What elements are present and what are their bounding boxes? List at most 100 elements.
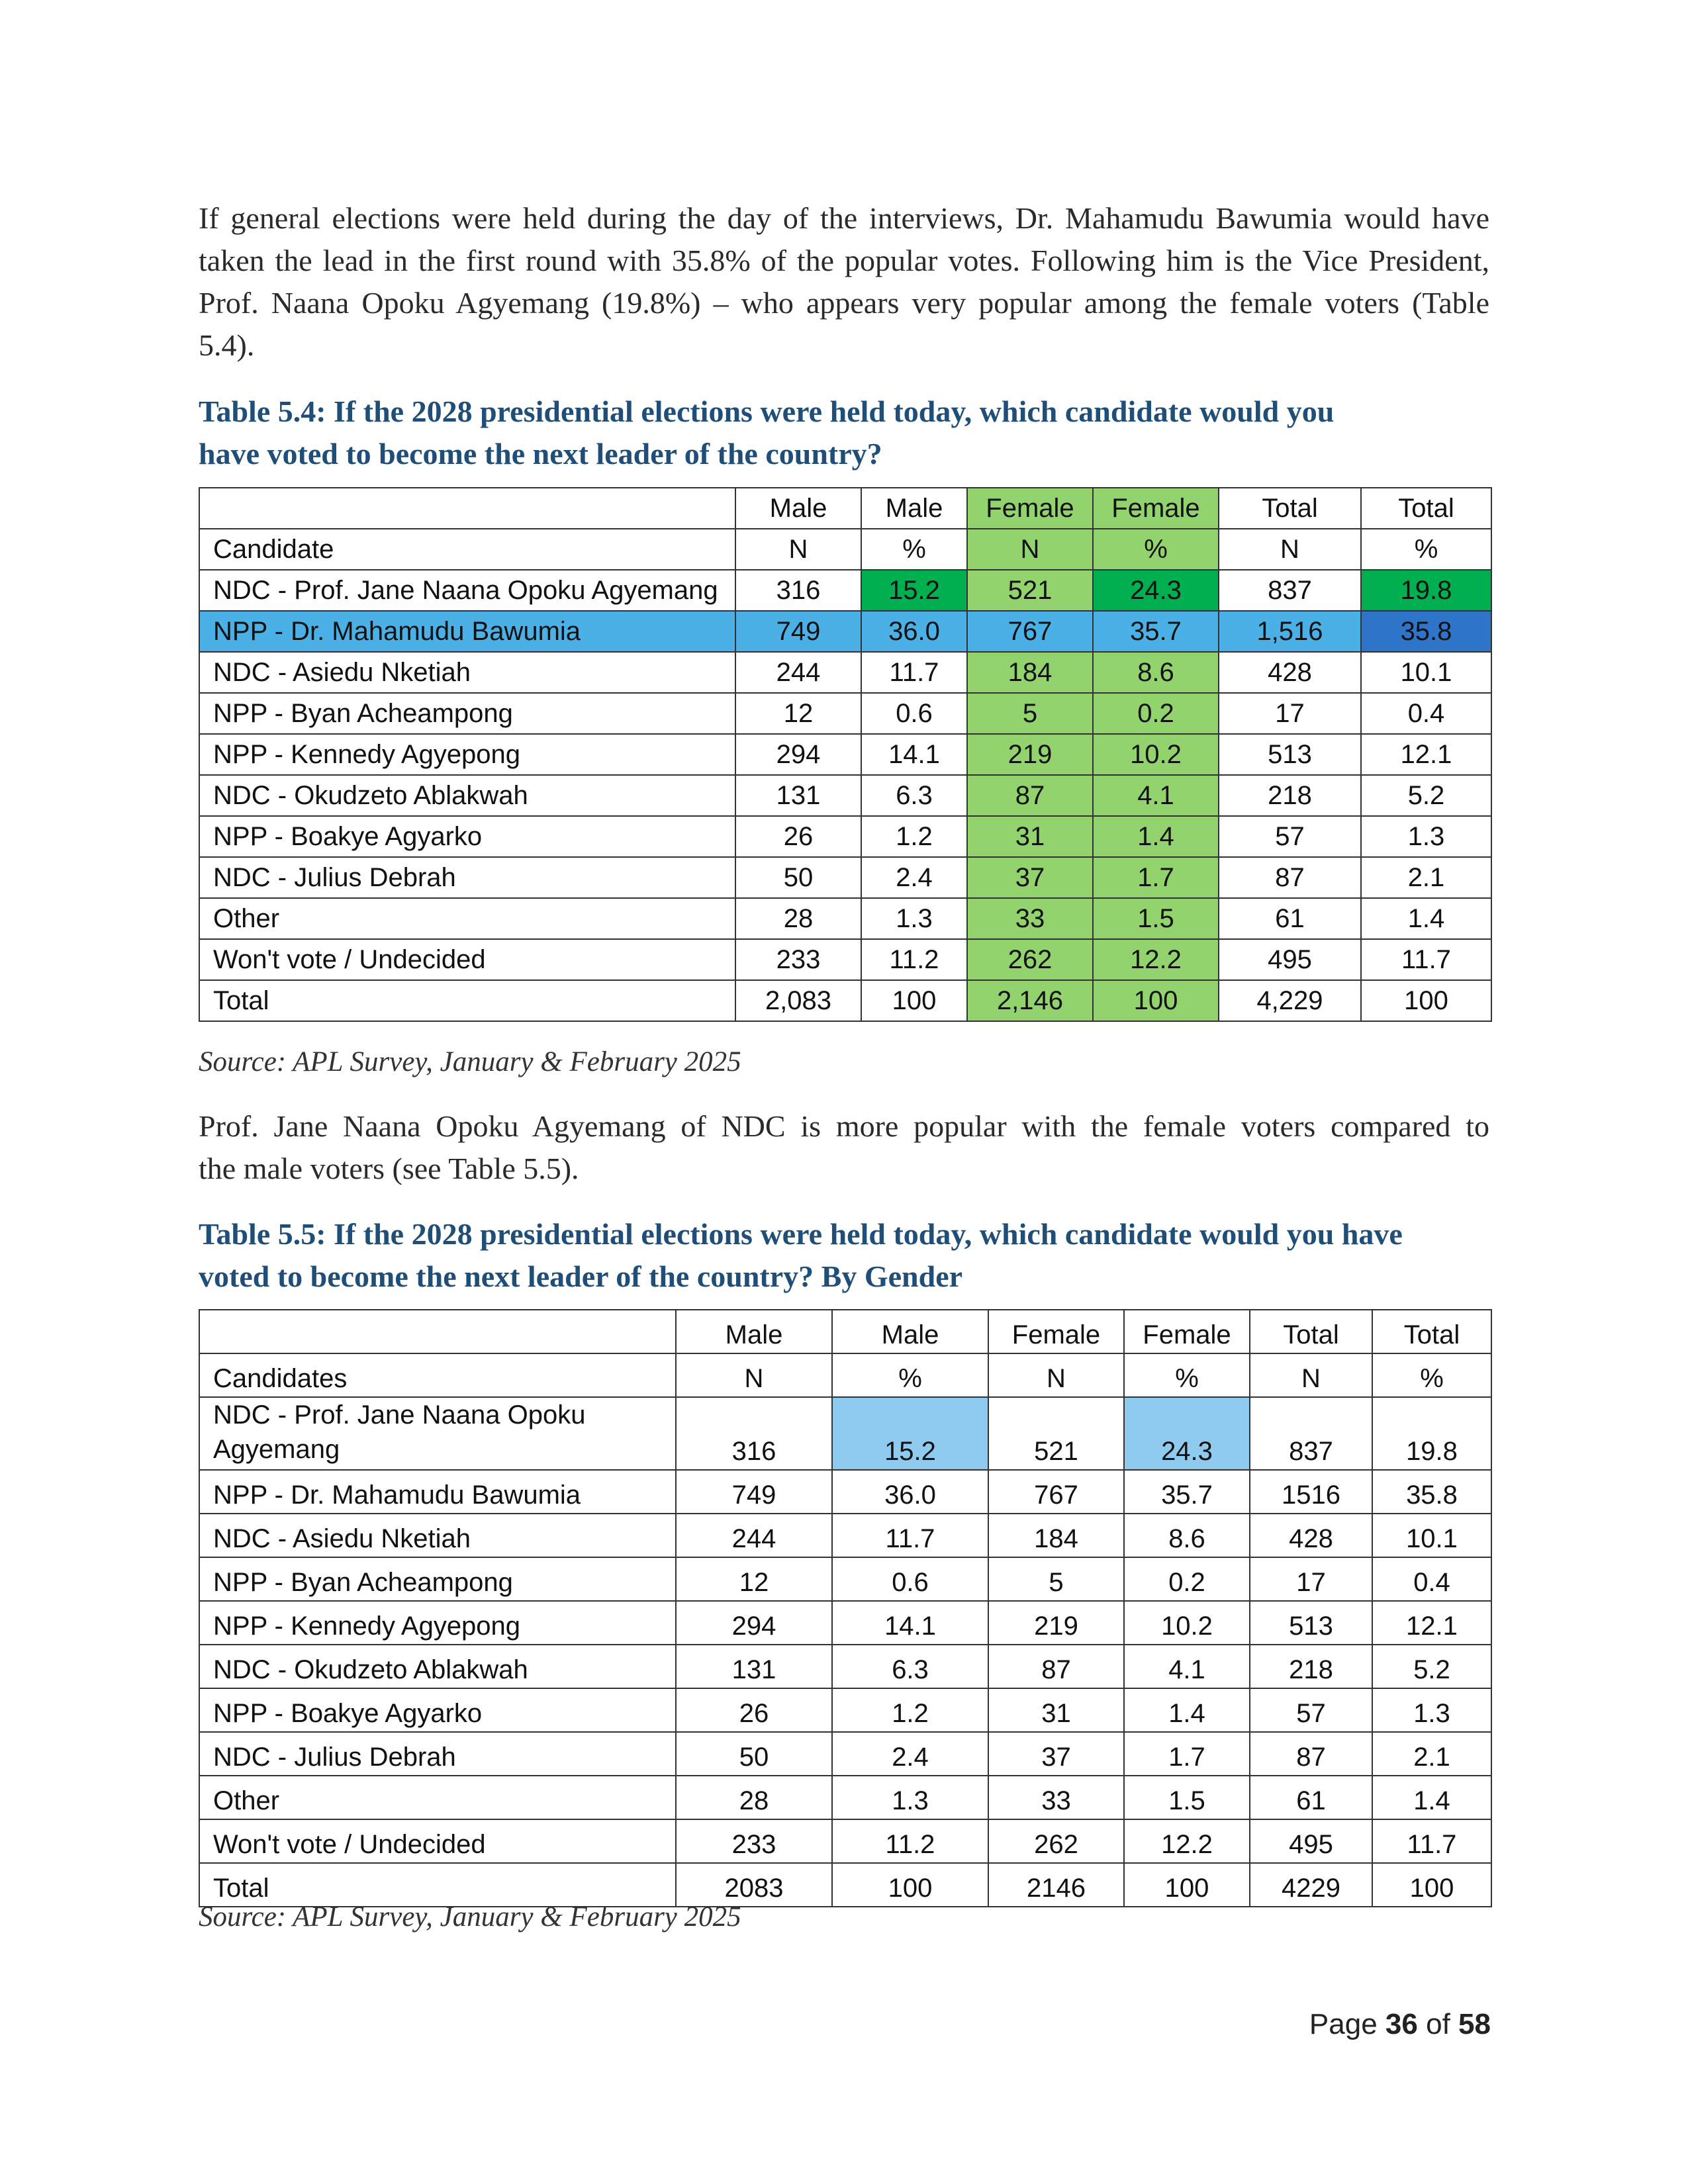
cell: 428: [1218, 651, 1362, 694]
cell: 233: [675, 1819, 833, 1864]
cell: 2.1: [1360, 856, 1492, 899]
header-cell: Total: [1372, 1309, 1492, 1354]
table-row: NPP - Kennedy Agyepong 294 14.1 219 10.2…: [199, 1600, 1492, 1645]
cell: 233: [735, 938, 862, 981]
table-row: NPP - Dr. Mahamudu Bawumia 749 36.0 767 …: [199, 610, 1492, 653]
cell: 12.2: [1092, 938, 1219, 981]
cell: 0.4: [1372, 1557, 1492, 1602]
table-header-row: Male Male Female Female Total Total: [199, 1309, 1492, 1354]
cell: 87: [1249, 1731, 1373, 1776]
cell: 1.4: [1092, 815, 1219, 858]
header-cell: Total: [1218, 487, 1362, 529]
cell: 1.2: [831, 1688, 989, 1733]
row-label-line: NDC - Prof. Jane Naana Opoku: [213, 1400, 586, 1430]
intro-line: If general elections were held during th…: [199, 201, 1489, 235]
cell: 2.1: [1372, 1731, 1492, 1776]
cell: 1,516: [1218, 610, 1362, 653]
table-row: NDC - Asiedu Nketiah 244 11.7 184 8.6 42…: [199, 651, 1492, 694]
cell: 262: [966, 938, 1094, 981]
cell: 10.2: [1123, 1600, 1250, 1645]
cell: 521: [988, 1396, 1125, 1471]
cell: 15.2: [831, 1396, 989, 1471]
cell: 767: [988, 1469, 1125, 1514]
cell: 12.2: [1123, 1819, 1250, 1864]
cell: 19.8: [1360, 569, 1492, 612]
row-label: NPP - Byan Acheampong: [199, 1557, 677, 1602]
cell: 316: [675, 1396, 833, 1471]
intro-line: 5.4).: [199, 328, 255, 362]
row-label: NPP - Dr. Mahamudu Bawumia: [199, 610, 736, 653]
cell: 5.2: [1372, 1644, 1492, 1689]
cell: 521: [966, 569, 1094, 612]
cell: 61: [1249, 1775, 1373, 1820]
header-cell: %: [861, 528, 968, 570]
cell: 2,146: [966, 979, 1094, 1022]
cell: 767: [966, 610, 1094, 653]
cell: 33: [988, 1775, 1125, 1820]
cell: 0.2: [1092, 692, 1219, 735]
cell: 8.6: [1092, 651, 1219, 694]
cell: 1.7: [1123, 1731, 1250, 1776]
total-pages: 58: [1458, 2008, 1491, 2040]
cell: 1.3: [831, 1775, 989, 1820]
header-cell: N: [735, 528, 862, 570]
intro-line: taken the lead in the first round with 3…: [199, 244, 1489, 277]
table-header-row: Candidate N % N % N %: [199, 528, 1492, 570]
cell: 10.2: [1092, 733, 1219, 776]
page-of: of: [1426, 2008, 1450, 2040]
row-label: Other: [199, 1775, 677, 1820]
header-cell: Female: [966, 487, 1094, 529]
table-5-4-source: Source: APL Survey, January & February 2…: [199, 1046, 741, 1077]
row-label: NDC - Prof. Jane Naana Opoku Agyemang: [199, 569, 736, 612]
cell: 37: [966, 856, 1094, 899]
header-blank-cell: [199, 1309, 677, 1354]
cell: 26: [735, 815, 862, 858]
cell: 35.8: [1360, 610, 1492, 653]
cell: 19.8: [1372, 1396, 1492, 1471]
table-row: NPP - Dr. Mahamudu Bawumia 749 36.0 767 …: [199, 1469, 1492, 1514]
cell: 17: [1218, 692, 1362, 735]
cell: 100: [1092, 979, 1219, 1022]
cell: 4.1: [1123, 1644, 1250, 1689]
cell: 2.4: [861, 856, 968, 899]
header-cell: Female: [1123, 1309, 1250, 1354]
table-total-row: Total 2,083 100 2,146 100 4,229 100: [199, 979, 1492, 1022]
header-cell: Female: [1092, 487, 1219, 529]
header-cell: N: [675, 1353, 833, 1398]
table-row: NDC - Asiedu Nketiah 244 11.7 184 8.6 42…: [199, 1513, 1492, 1558]
cell: 6.3: [831, 1644, 989, 1689]
row-label: NPP - Byan Acheampong: [199, 692, 736, 735]
row-label: NPP - Dr. Mahamudu Bawumia: [199, 1469, 677, 1514]
row-label: Other: [199, 897, 736, 940]
header-cell: Male: [735, 487, 862, 529]
cell: 1.3: [1360, 815, 1492, 858]
header-cell: Total: [1249, 1309, 1373, 1354]
row-label: Total: [199, 1862, 677, 1907]
cell: 2.4: [831, 1731, 989, 1776]
header-cell: N: [988, 1353, 1125, 1398]
cell: 5: [988, 1557, 1125, 1602]
cell: 17: [1249, 1557, 1373, 1602]
row-label: NDC - Okudzeto Ablakwah: [199, 774, 736, 817]
header-cell: Male: [861, 487, 968, 529]
row-label: NDC - Asiedu Nketiah: [199, 651, 736, 694]
header-cell: %: [831, 1353, 989, 1398]
cell: 35.7: [1123, 1469, 1250, 1514]
row-label-line: Agyemang: [213, 1435, 340, 1464]
table-row: NDC - Prof. Jane Naana Opoku Agyemang 31…: [199, 1396, 1492, 1471]
cell: 33: [966, 897, 1094, 940]
page-number: Page 36 of 58: [1309, 2008, 1491, 2041]
cell: 11.7: [861, 651, 968, 694]
middle-paragraph: Prof. Jane Naana Opoku Agyemang of NDC i…: [199, 1105, 1489, 1190]
row-label: NPP - Boakye Agyarko: [199, 1688, 677, 1733]
paragraph-line: Prof. Jane Naana Opoku Agyemang of NDC i…: [199, 1109, 1489, 1143]
cell: 12.1: [1360, 733, 1492, 776]
cell: 1.2: [861, 815, 968, 858]
cell: 1.7: [1092, 856, 1219, 899]
cell: 4.1: [1092, 774, 1219, 817]
cell: 513: [1218, 733, 1362, 776]
cell: 219: [988, 1600, 1125, 1645]
row-label: NDC - Julius Debrah: [199, 856, 736, 899]
cell: 50: [735, 856, 862, 899]
cell: 50: [675, 1731, 833, 1776]
